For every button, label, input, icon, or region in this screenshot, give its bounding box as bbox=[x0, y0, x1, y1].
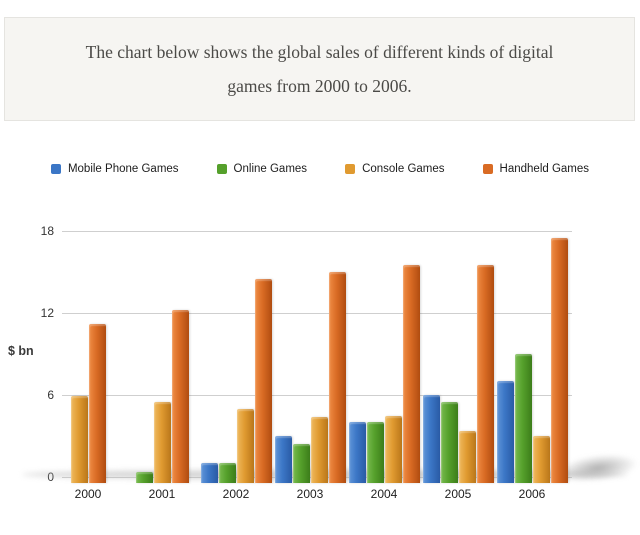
task-prompt-box: The chart below shows the global sales o… bbox=[4, 17, 635, 121]
bar-mobile-phone-games-2004 bbox=[348, 422, 366, 483]
legend-swatch-icon bbox=[345, 164, 356, 174]
bar-handheld-games-2000 bbox=[88, 323, 106, 483]
y-tick-label-12: 12 bbox=[40, 306, 54, 320]
y-tick-label-0: 0 bbox=[47, 470, 54, 484]
bar-online-games-2005 bbox=[440, 401, 458, 483]
bar-console-games-2004 bbox=[384, 415, 402, 483]
x-tick-label-2006: 2006 bbox=[518, 487, 546, 501]
bar-mobile-phone-games-2002 bbox=[200, 463, 218, 483]
bar-console-games-2005 bbox=[458, 430, 476, 483]
chart-right-shadow bbox=[556, 450, 640, 486]
bar-online-games-2001 bbox=[135, 471, 153, 483]
task-prompt-line-2: games from 2000 to 2006. bbox=[227, 76, 412, 96]
x-tick-label-2000: 2000 bbox=[74, 487, 102, 501]
bar-console-games-2001 bbox=[153, 401, 171, 483]
y-tick-label-6: 6 bbox=[47, 388, 54, 402]
task-prompt-line-1: The chart below shows the global sales o… bbox=[85, 42, 554, 62]
gridline-y-12 bbox=[62, 313, 572, 314]
gridline-y-18 bbox=[62, 231, 572, 232]
bar-handheld-games-2006 bbox=[550, 237, 568, 483]
x-tick-label-2005: 2005 bbox=[444, 487, 472, 501]
legend-label: Mobile Phone Games bbox=[67, 163, 179, 175]
bar-handheld-games-2004 bbox=[402, 265, 420, 483]
chart-legend: Mobile Phone Games Online Games Console Ga… bbox=[0, 163, 640, 175]
bar-console-games-2002 bbox=[236, 408, 254, 483]
legend-item-handheld-games: Handheld Games bbox=[482, 163, 590, 175]
legend-swatch-icon bbox=[482, 164, 493, 174]
x-tick-label-2002: 2002 bbox=[222, 487, 250, 501]
legend-item-mobile-phone-games: Mobile Phone Games bbox=[50, 163, 179, 175]
y-tick-label-18: 18 bbox=[40, 224, 54, 238]
y-axis-title: $ bn bbox=[8, 344, 34, 358]
gridline-y-6 bbox=[62, 395, 572, 396]
legend-label: Handheld Games bbox=[499, 163, 590, 175]
x-tick-label-2003: 2003 bbox=[296, 487, 324, 501]
bar-online-games-2004 bbox=[366, 422, 384, 483]
legend-item-console-games: Console Games bbox=[345, 163, 445, 175]
bar-console-games-2003 bbox=[310, 416, 328, 483]
bar-online-games-2002 bbox=[218, 463, 236, 483]
x-tick-label-2001: 2001 bbox=[148, 487, 176, 501]
bar-handheld-games-2002 bbox=[254, 278, 272, 483]
bar-console-games-2000 bbox=[70, 396, 88, 483]
legend-item-online-games: Online Games bbox=[216, 163, 308, 175]
bar-online-games-2006 bbox=[514, 354, 532, 483]
bar-online-games-2003 bbox=[292, 444, 310, 483]
legend-swatch-icon bbox=[216, 164, 227, 174]
bar-mobile-phone-games-2005 bbox=[422, 395, 440, 483]
bar-handheld-games-2005 bbox=[476, 265, 494, 483]
bar-console-games-2006 bbox=[532, 436, 550, 483]
bar-mobile-phone-games-2006 bbox=[496, 381, 514, 483]
legend-label: Online Games bbox=[233, 163, 308, 175]
x-tick-label-2004: 2004 bbox=[370, 487, 398, 501]
legend-label: Console Games bbox=[362, 163, 445, 175]
bar-handheld-games-2003 bbox=[328, 272, 346, 483]
bar-handheld-games-2001 bbox=[171, 310, 189, 483]
legend-swatch-icon bbox=[50, 164, 61, 174]
bar-mobile-phone-games-2003 bbox=[274, 436, 292, 483]
